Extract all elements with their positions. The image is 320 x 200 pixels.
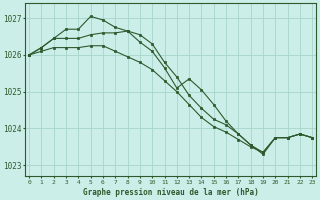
X-axis label: Graphe pression niveau de la mer (hPa): Graphe pression niveau de la mer (hPa) (83, 188, 259, 197)
